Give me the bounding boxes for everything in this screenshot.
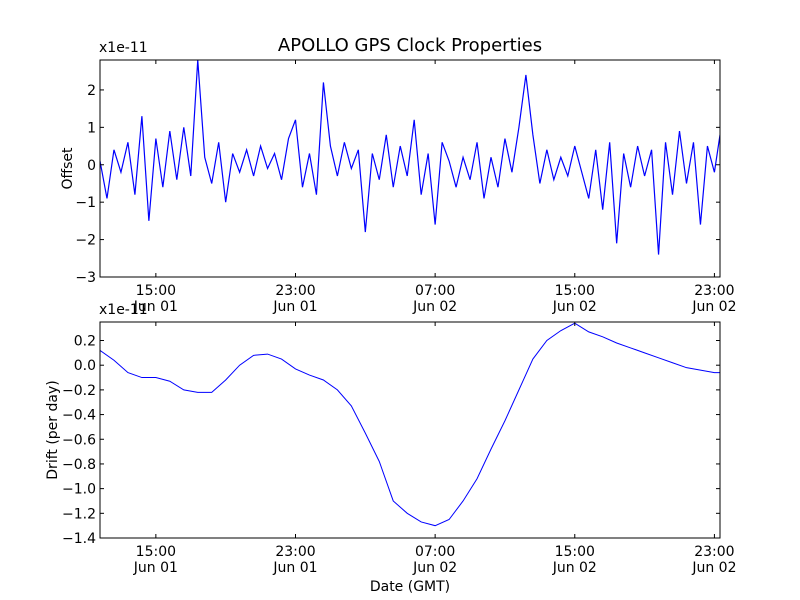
- y-axis-label: Drift (per day): [45, 380, 61, 479]
- x-tick-time-label: 15:00: [555, 283, 595, 299]
- x-tick-date-label: Jun 02: [412, 560, 457, 576]
- x-tick-time-label: 23:00: [694, 283, 734, 299]
- x-tick-date-label: Jun 02: [412, 299, 457, 315]
- y-tick-label: 0.2: [74, 334, 96, 350]
- x-tick-date-label: Jun 02: [552, 560, 597, 576]
- y-tick-label: 2: [87, 83, 96, 99]
- y-tick-label: 0.0: [74, 358, 96, 374]
- y-tick-label: −2: [75, 233, 96, 249]
- x-tick-date-label: Jun 02: [552, 299, 597, 315]
- x-tick-time-label: 23:00: [275, 544, 315, 560]
- x-tick-time-label: 07:00: [415, 544, 455, 560]
- x-tick-time-label: 15:00: [136, 283, 176, 299]
- x-tick-date-label: Jun 02: [691, 299, 736, 315]
- x-tick-time-label: 15:00: [555, 544, 595, 560]
- x-tick-time-label: 23:00: [275, 283, 315, 299]
- x-tick-time-label: 15:00: [136, 544, 176, 560]
- offset-series-line: [100, 60, 720, 255]
- y-tick-label: −1: [75, 195, 96, 211]
- y-tick-label: −0.2: [62, 383, 96, 399]
- drift-series-line: [100, 322, 720, 527]
- x-tick-date-label: Jun 02: [691, 560, 736, 576]
- chart-title: APOLLO GPS Clock Properties: [278, 35, 542, 56]
- x-tick-date-label: Jun 01: [133, 560, 178, 576]
- x-tick-time-label: 23:00: [694, 544, 734, 560]
- x-tick-date-label: Jun 01: [272, 299, 317, 315]
- x-axis-label: Date (GMT): [370, 579, 450, 595]
- y-tick-label: −1.2: [62, 506, 96, 522]
- x-tick-date-label: Jun 01: [133, 299, 178, 315]
- y-multiplier-label: x1e-11: [99, 302, 148, 318]
- x-tick-date-label: Jun 01: [272, 560, 317, 576]
- plot-frame: [99, 59, 721, 278]
- y-tick-label: −0.4: [62, 408, 96, 424]
- y-axis-label: Offset: [60, 147, 76, 190]
- y-tick-label: 1: [87, 120, 96, 136]
- y-tick-label: −1.4: [62, 531, 96, 547]
- y-tick-label: −0.6: [62, 432, 96, 448]
- y-multiplier-label: x1e-11: [99, 40, 148, 56]
- y-tick-label: 0: [87, 158, 96, 174]
- plot-frame: [99, 321, 721, 539]
- y-tick-label: −0.8: [62, 457, 96, 473]
- y-tick-label: −1.0: [62, 482, 96, 498]
- y-tick-label: −3: [75, 270, 96, 286]
- x-tick-time-label: 07:00: [415, 283, 455, 299]
- drift-panel: −1.4−1.2−1.0−0.8−0.6−0.4−0.20.00.215:00J…: [45, 302, 736, 595]
